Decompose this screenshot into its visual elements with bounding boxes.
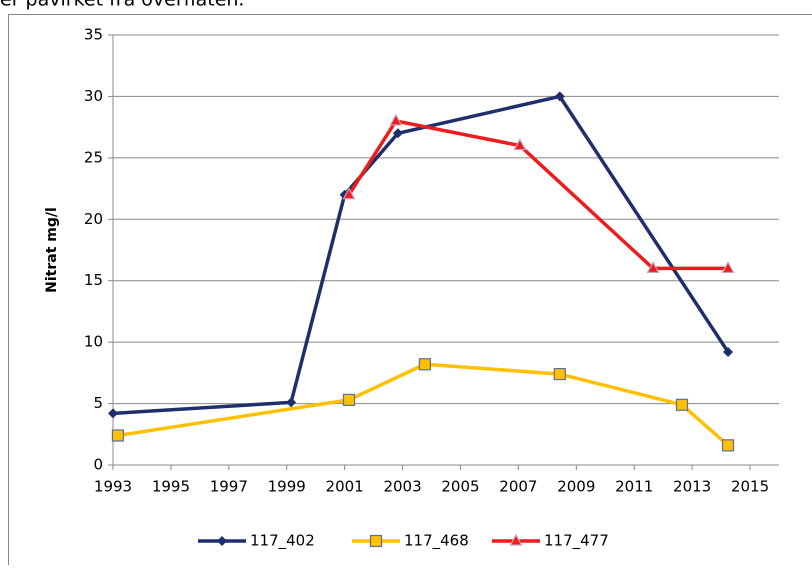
x-tick-label: 1999 bbox=[268, 478, 306, 496]
point-marker bbox=[723, 440, 734, 451]
y-tick-label: 20 bbox=[84, 210, 103, 228]
y-tick-label: 0 bbox=[93, 456, 103, 474]
series-line bbox=[349, 121, 728, 268]
legend-label: 117_477 bbox=[544, 532, 609, 551]
y-tick-label: 30 bbox=[84, 87, 103, 105]
y-axis-label: Nitrat mg/l bbox=[44, 207, 60, 293]
point-marker bbox=[419, 359, 430, 370]
legend-label: 117_402 bbox=[250, 532, 315, 551]
x-tick-label: 2013 bbox=[673, 478, 711, 496]
x-tick-label: 2015 bbox=[731, 478, 769, 496]
point-marker bbox=[286, 397, 296, 407]
series-line bbox=[118, 364, 728, 445]
x-tick-label: 2007 bbox=[499, 478, 537, 496]
legend-marker bbox=[371, 536, 382, 547]
y-tick-label: 35 bbox=[84, 26, 103, 44]
x-tick-label: 1995 bbox=[152, 478, 190, 496]
x-tick-label: 2005 bbox=[441, 478, 479, 496]
point-marker bbox=[343, 394, 354, 405]
point-marker bbox=[676, 399, 687, 410]
y-tick-label: 15 bbox=[84, 271, 103, 289]
y-tick-label: 5 bbox=[93, 394, 103, 412]
x-tick-label: 2011 bbox=[615, 478, 653, 496]
x-tick-label: 2009 bbox=[557, 478, 595, 496]
x-tick-label: 2001 bbox=[326, 478, 364, 496]
legend-marker bbox=[217, 536, 227, 546]
legend-label: 117_468 bbox=[404, 532, 469, 551]
point-marker bbox=[108, 408, 118, 418]
y-tick-label: 10 bbox=[84, 333, 103, 351]
x-tick-label: 1997 bbox=[210, 478, 248, 496]
x-tick-label: 2003 bbox=[383, 478, 421, 496]
header-text: er påvirket fra overflaten. bbox=[0, 0, 244, 11]
point-marker bbox=[112, 430, 123, 441]
y-tick-label: 25 bbox=[84, 148, 103, 166]
point-marker bbox=[554, 369, 565, 380]
x-tick-label: 1993 bbox=[94, 478, 132, 496]
